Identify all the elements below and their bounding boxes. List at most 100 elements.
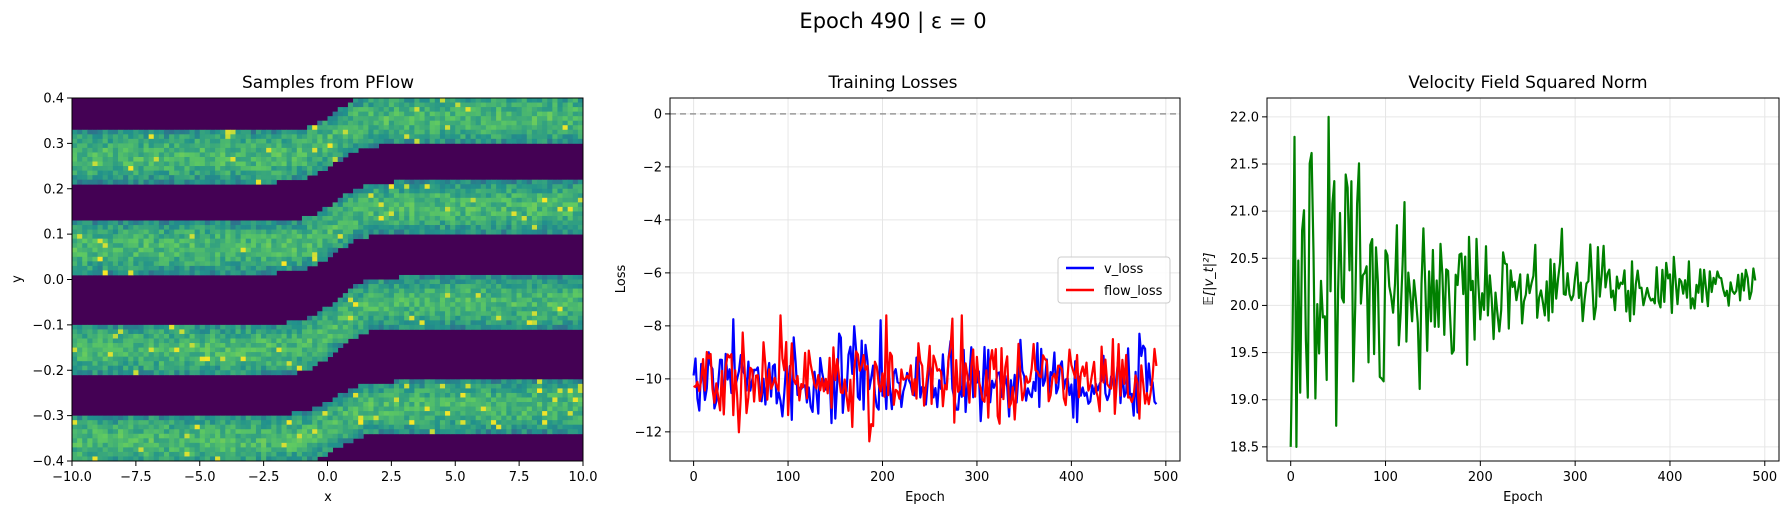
heatmap-cell: [506, 279, 512, 285]
heatmap-cell: [322, 356, 328, 362]
heatmap-cell: [373, 107, 379, 113]
heatmap-cell: [281, 356, 288, 362]
heatmap-cell: [184, 329, 190, 335]
heatmap-cell: [460, 98, 466, 103]
heatmap-cell: [511, 197, 517, 203]
heatmap-cell: [235, 338, 242, 344]
heatmap-cell: [567, 397, 574, 403]
heatmap-cell: [414, 297, 420, 303]
heatmap-cell: [383, 406, 390, 412]
heatmap-cell: [281, 333, 288, 339]
heatmap-cell: [347, 234, 354, 240]
heatmap-cell: [342, 120, 349, 126]
heatmap-cell: [455, 402, 461, 407]
heatmap-cell: [327, 311, 334, 317]
heatmap-cell: [194, 370, 201, 376]
heatmap-cell: [378, 193, 385, 199]
heatmap-cell: [419, 211, 425, 217]
heatmap-cell: [301, 234, 308, 240]
heatmap-cell: [388, 311, 395, 317]
heatmap-cell: [112, 175, 119, 181]
heatmap-cell: [378, 188, 385, 194]
heatmap-cell: [133, 143, 139, 149]
heatmap-cell: [342, 406, 349, 412]
heatmap-cell: [337, 343, 344, 348]
heatmap-cell: [455, 211, 461, 217]
heatmap-cell: [353, 129, 359, 135]
heatmap-cell: [404, 411, 410, 417]
heatmap-cell: [199, 270, 206, 276]
heatmap-cell: [480, 229, 487, 235]
heatmap-cell: [225, 134, 231, 140]
heatmap-cell: [567, 125, 574, 131]
heatmap-cell: [506, 215, 512, 221]
heatmap-cell: [179, 170, 185, 176]
heatmap-cell: [322, 347, 328, 353]
heatmap-cell: [281, 424, 288, 430]
heatmap-cell: [399, 315, 405, 321]
heatmap-cell: [577, 120, 584, 126]
heatmap-cell: [276, 456, 282, 462]
heatmap-cell: [419, 320, 425, 326]
heatmap-cell: [204, 252, 211, 258]
heatmap-cell: [424, 274, 431, 280]
heatmap-cell: [128, 347, 134, 353]
heatmap-cell: [322, 147, 328, 153]
heatmap-cell: [542, 116, 548, 122]
heatmap-cell: [87, 438, 93, 444]
heatmap-cell: [255, 338, 262, 344]
heatmap-cell: [526, 102, 533, 108]
heatmap-cell: [460, 120, 466, 126]
heatmap-cell: [194, 175, 201, 181]
heatmap-cell: [409, 215, 415, 221]
heatmap-cell: [491, 206, 497, 212]
heatmap-cell: [235, 261, 242, 267]
heatmap-cell: [475, 406, 482, 412]
heatmap-cell: [368, 98, 374, 103]
heatmap-cell: [531, 129, 538, 135]
heatmap-cell: [475, 211, 482, 217]
heatmap-cell: [215, 361, 221, 367]
heatmap-cell: [537, 220, 543, 226]
heatmap-cell: [322, 433, 328, 439]
heatmap-cell: [179, 265, 185, 271]
heatmap-cell: [327, 116, 334, 122]
heatmap-cell: [204, 129, 211, 135]
heatmap-cell: [123, 161, 129, 167]
heatmap-cell: [439, 429, 446, 435]
heatmap-cell: [388, 111, 395, 117]
heatmap-cell: [557, 306, 563, 312]
heatmap-cell: [347, 302, 354, 308]
heatmap-cell: [470, 424, 477, 430]
heatmap-cell: [491, 225, 497, 230]
heatmap-cell: [189, 179, 196, 185]
heatmap-cell: [77, 451, 83, 457]
heatmap-cell: [77, 456, 83, 462]
heatmap-cell: [97, 134, 104, 140]
heatmap-cell: [429, 134, 436, 140]
y-tick-label: 19.5: [1230, 346, 1259, 361]
heatmap-cell: [286, 420, 293, 426]
heatmap-cell: [235, 333, 242, 339]
heatmap-cell: [112, 220, 119, 226]
heatmap-cell: [480, 120, 487, 126]
heatmap-cell: [552, 111, 558, 117]
heatmap-cell: [557, 320, 563, 326]
heatmap-cell: [235, 161, 242, 167]
heatmap-cell: [179, 138, 185, 144]
heatmap-cell: [77, 143, 83, 149]
heatmap-cell: [572, 116, 579, 122]
heatmap-cell: [393, 225, 400, 230]
heatmap-cell: [537, 134, 543, 140]
heatmap-cell: [143, 433, 150, 439]
heatmap-cell: [230, 129, 236, 135]
heatmap-cell: [87, 424, 93, 430]
heatmap-cell: [291, 170, 298, 176]
heatmap-cell: [179, 147, 185, 153]
heatmap-cell: [368, 129, 374, 135]
heatmap-cell: [404, 293, 410, 299]
heatmap-cell: [511, 274, 517, 280]
heatmap-cell: [399, 429, 405, 435]
heatmap-cell: [148, 129, 155, 135]
heatmap-cell: [301, 220, 308, 226]
